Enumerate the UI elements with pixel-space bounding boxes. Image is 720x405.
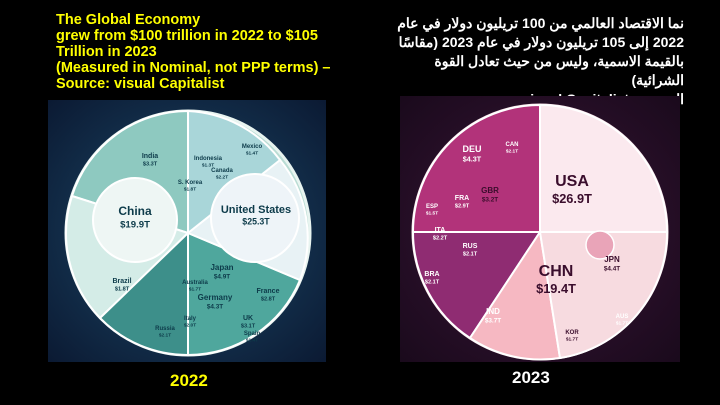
country-name: GBR: [481, 186, 499, 195]
country-value: $2.1T: [463, 251, 478, 257]
country-value: $1.3T: [202, 162, 214, 168]
image-2023: [400, 96, 680, 362]
country-value: $1.7T: [566, 336, 578, 342]
country-name: Italy: [184, 316, 197, 322]
country-name: RUS: [463, 243, 478, 250]
country-name: Brazil: [112, 278, 131, 285]
country-name: ESP: [426, 204, 438, 210]
country-name: United States: [221, 204, 291, 216]
caption-2022: 2022: [170, 371, 208, 390]
country-name: Germany: [198, 293, 233, 302]
title-line: نما الاقتصاد العالمي من 100 تريليون دولا…: [397, 15, 684, 31]
country-name: Japan: [210, 263, 233, 272]
country-value: $4.4T: [604, 265, 620, 272]
country-value: $19.9T: [120, 220, 150, 231]
country-name: IND: [486, 307, 500, 316]
title-english: The Global Economy grew from $100 trillio…: [56, 12, 331, 92]
country-name: ITA: [435, 227, 446, 234]
country-value: $19.4T: [536, 281, 576, 296]
title-line: grew from $100 trillion in 2022 to $105: [56, 28, 318, 44]
country-value: $25.3T: [242, 217, 270, 227]
title-line: بالقيمة الاسمية، وليس من حيث تعادل القوة…: [434, 53, 684, 88]
country-name: Australia: [182, 280, 208, 286]
country-name: CAN: [506, 142, 519, 148]
country-value: $4.3T: [463, 154, 482, 163]
title-line: Trillion in 2023: [56, 44, 157, 60]
country-name: Indonesia: [194, 156, 223, 162]
country-name: CHN: [539, 263, 574, 280]
title-line: The Global Economy: [56, 12, 201, 28]
country-value: $1.7T: [616, 320, 628, 326]
country-value: $2.1T: [159, 332, 171, 338]
country-value: $3.2T: [482, 196, 498, 203]
country-value: $1.8T: [184, 186, 196, 192]
country-name: Canada: [211, 168, 233, 174]
country-value: $2.0T: [184, 322, 196, 328]
country-value: $2.2T: [216, 174, 228, 180]
image-2022: [48, 100, 326, 362]
country-value: $1.5T: [426, 210, 438, 216]
country-name: S. Korea: [178, 180, 203, 186]
country-value: $1.4T: [246, 150, 258, 156]
country-value: $2.1T: [425, 279, 440, 285]
country-value: $3.1T: [241, 323, 256, 329]
country-value: $3.3T: [143, 161, 158, 167]
country-value: $1.7T: [189, 286, 201, 292]
country-name: DEU: [462, 144, 481, 154]
country-value: $3.7T: [485, 317, 501, 324]
country-name: USA: [555, 173, 589, 190]
country-value: $4.3T: [207, 303, 223, 310]
country-value: $1.8T: [115, 286, 130, 292]
country-value: $2.1T: [506, 148, 518, 154]
country-value: $26.9T: [552, 191, 592, 206]
country-name: UK: [243, 315, 253, 322]
country-name: FRA: [455, 195, 469, 202]
country-name: India: [142, 153, 158, 160]
country-name: AUS: [616, 314, 629, 320]
country-value: $2.9T: [455, 203, 470, 209]
country-value: $2.8T: [261, 296, 276, 302]
country-name: KOR: [565, 330, 579, 336]
title-line: (Measured in Nominal, not PPP terms) –: [56, 60, 331, 76]
country-name: Spain: [244, 331, 261, 337]
country-value: $4.9T: [214, 273, 230, 280]
country-name: Mexico: [242, 144, 263, 150]
title-line: 2022 إلى 105 تريليون دولار في عام 2023 (…: [398, 34, 684, 50]
title-arabic: نما الاقتصاد العالمي من 100 تريليون دولا…: [384, 14, 684, 109]
country-name: France: [257, 288, 280, 295]
country-name: BRA: [424, 271, 439, 278]
country-name: JPN: [604, 255, 620, 264]
country-value: $1.4T: [246, 337, 258, 343]
country-name: China: [118, 204, 152, 218]
country-name: Russia: [155, 326, 175, 332]
caption-2023: 2023: [512, 368, 550, 387]
country-value: $2.2T: [433, 235, 448, 241]
title-line: Source: visual Capitalist: [56, 76, 225, 92]
